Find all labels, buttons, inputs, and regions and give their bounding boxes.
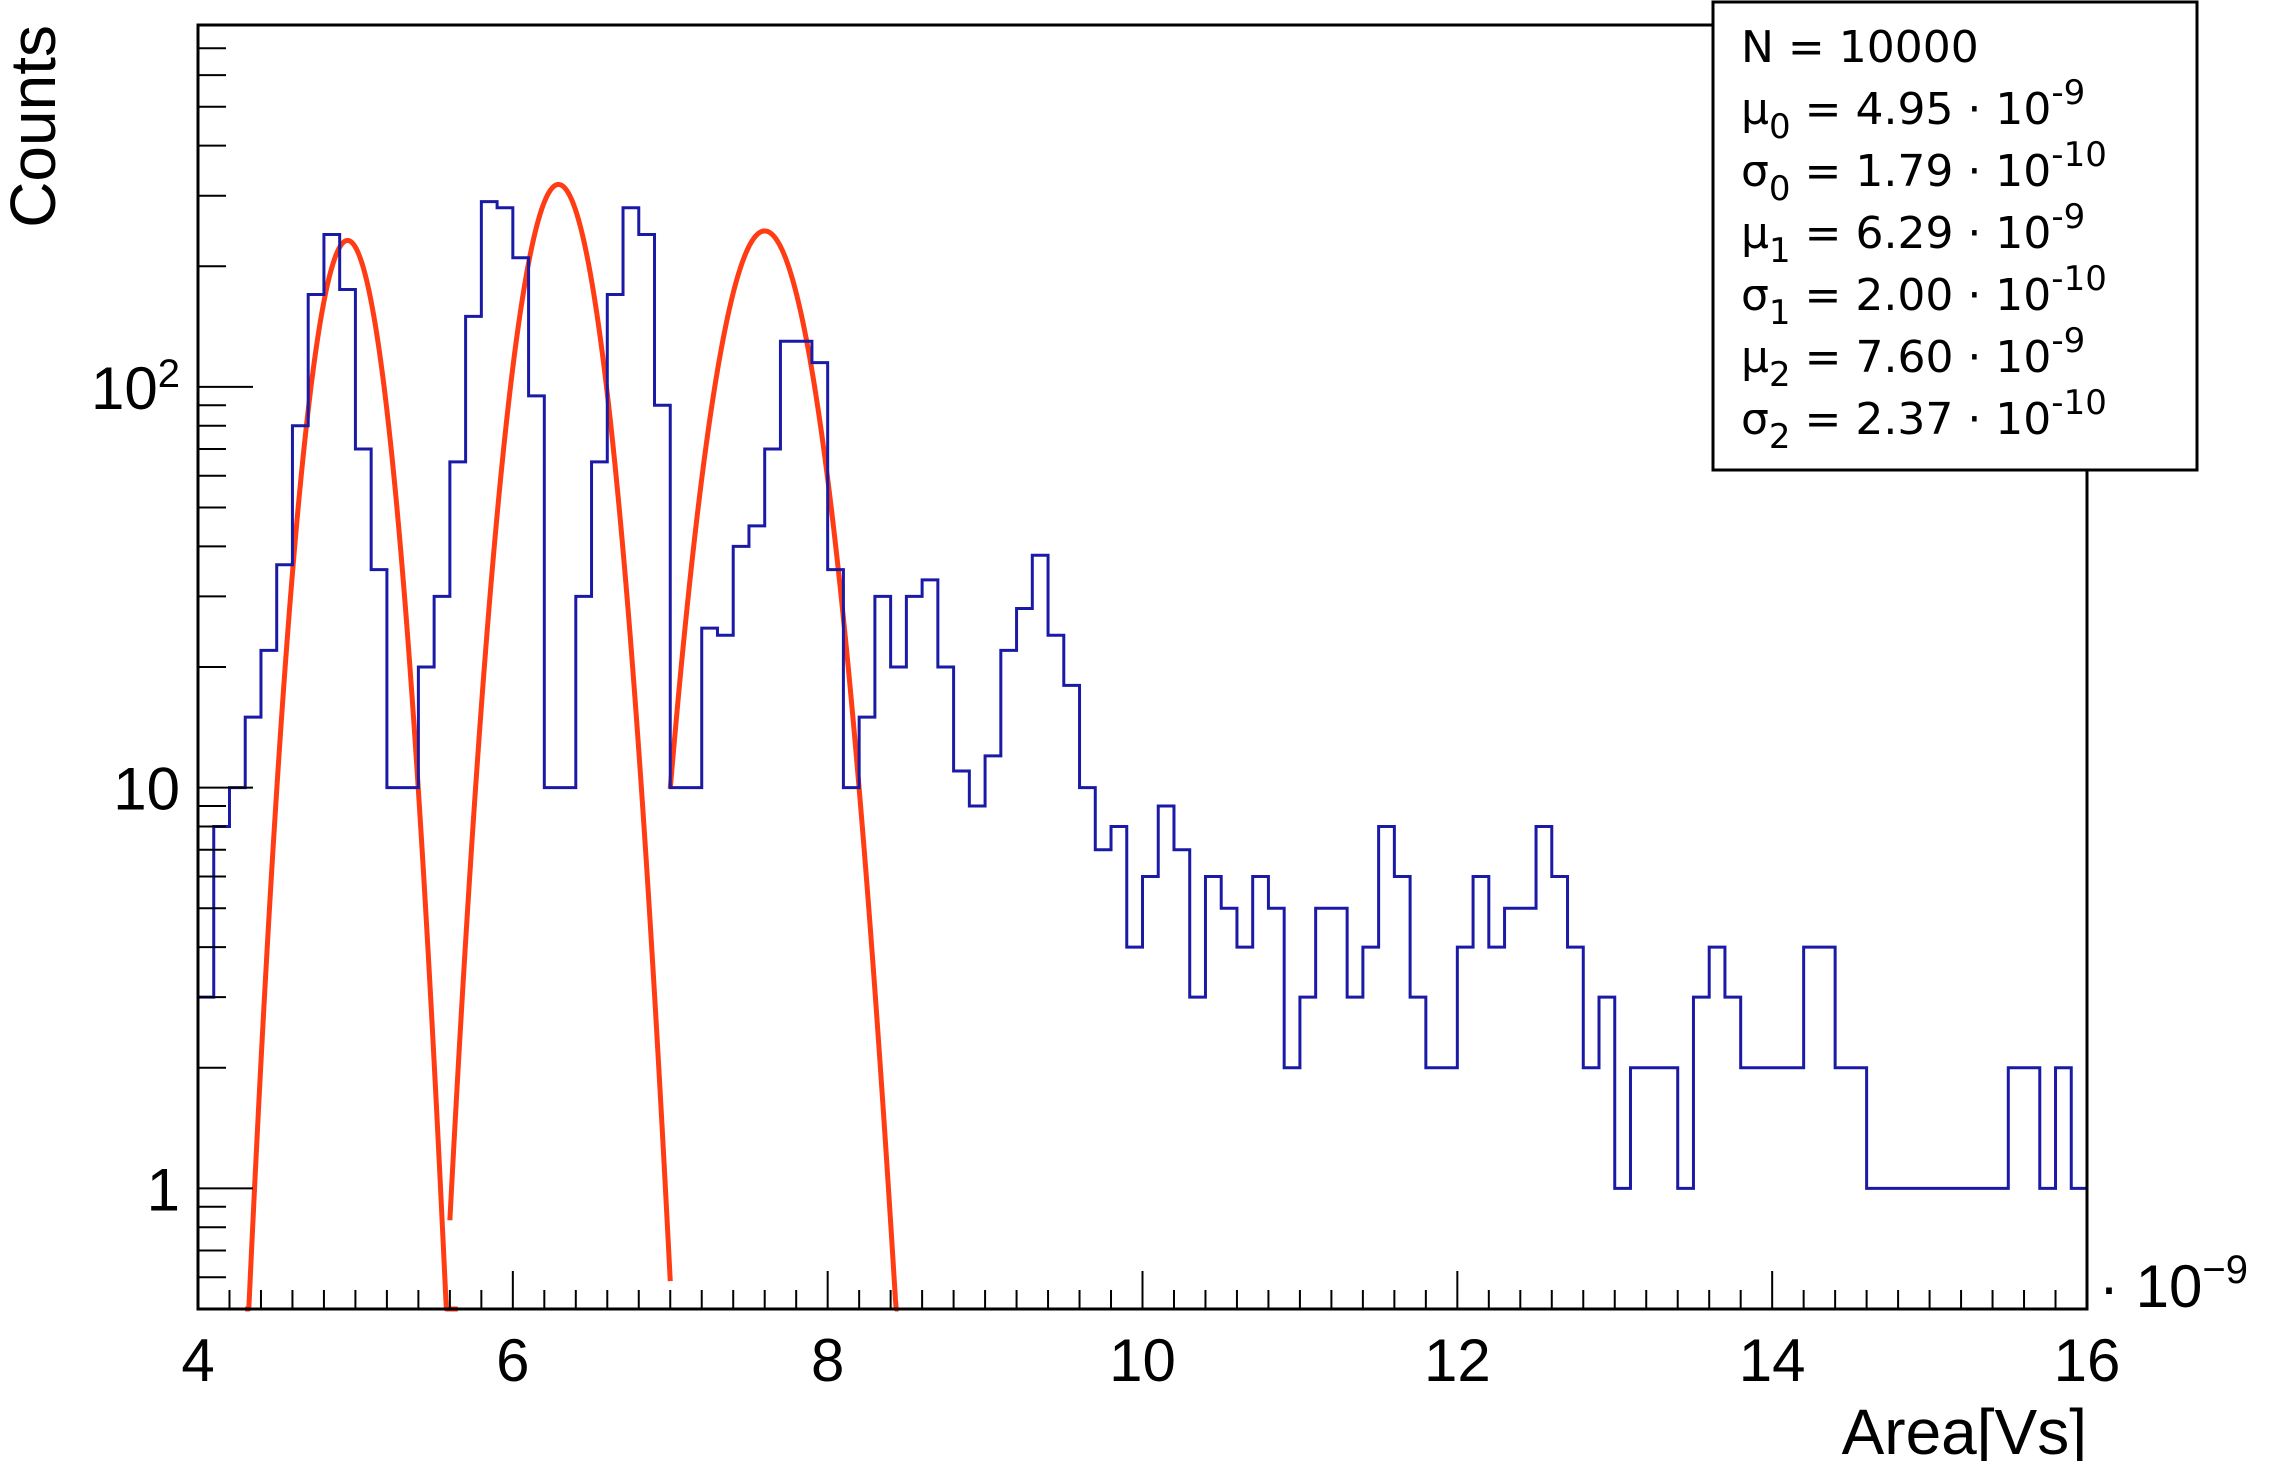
gaussian-fit-curve xyxy=(447,181,673,1282)
y-tick-label: 102 xyxy=(91,352,180,422)
stats-line: σ0 = 1.79 · 10-10 xyxy=(1741,135,2107,209)
fit-curves xyxy=(243,181,901,1312)
histogram-series xyxy=(198,200,2087,1190)
x-tick-label: 16 xyxy=(2054,1327,2121,1394)
stats-line: μ2 = 7.60 · 10-9 xyxy=(1741,321,2085,395)
y-axis-title: Counts xyxy=(0,25,69,228)
gaussian-fit-curve xyxy=(667,228,901,1312)
x-tick-label: 8 xyxy=(811,1327,844,1394)
x-axis-multiplier-exponent: −9 xyxy=(2202,1248,2248,1292)
stats-line: μ1 = 6.29 · 10-9 xyxy=(1741,197,2085,271)
x-axis-multiplier: · 10−9 xyxy=(2099,1248,2248,1320)
y-tick-label: 1 xyxy=(147,1156,180,1223)
stats-box-frame xyxy=(1711,0,2199,472)
x-tick-label: 6 xyxy=(496,1327,529,1394)
x-tick-label: 4 xyxy=(181,1327,214,1394)
axes: 4 6 8 10 12 14 16 1 10 102 xyxy=(91,24,2121,1394)
stats-line: N = 10000 xyxy=(1741,22,1979,73)
gaussian-fit-curve xyxy=(243,237,460,1312)
x-tick-label: 12 xyxy=(1424,1327,1491,1394)
x-axis-multiplier-base: · 10 xyxy=(2099,1253,2202,1320)
x-axis-title: Area[Vs] xyxy=(1842,1396,2087,1461)
y-tick-label: 10 xyxy=(113,756,180,823)
stats-line: μ0 = 4.95 · 10-9 xyxy=(1741,73,2085,147)
histogram-line xyxy=(198,200,2087,1190)
x-tick-label: 10 xyxy=(1109,1327,1176,1394)
stats-line: σ1 = 2.00 · 10-10 xyxy=(1741,259,2107,333)
stats-line: σ2 = 2.37 · 10-10 xyxy=(1741,383,2107,457)
x-tick-label: 14 xyxy=(1739,1327,1806,1394)
